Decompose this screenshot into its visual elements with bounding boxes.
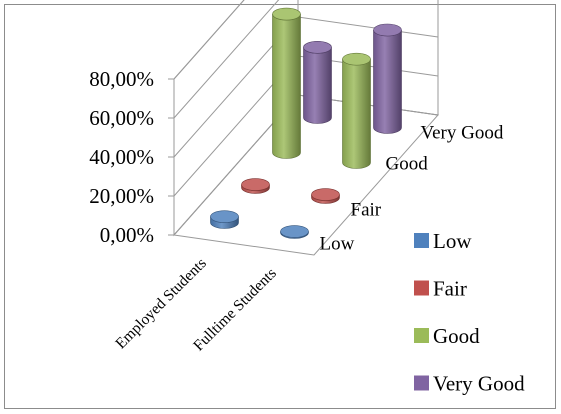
cylinder-top (373, 23, 402, 37)
cylinder-good-employed-students (272, 7, 301, 159)
cylinder-top (303, 40, 332, 54)
cylinder-body (373, 29, 402, 134)
depth-label-low: Low (320, 234, 355, 255)
legend-swatch (414, 233, 429, 248)
legend-item-good: Good (414, 324, 480, 348)
y-axis-tick-labels: 0,00% 20,00% 40,00% 60,00% 80,00% (89, 67, 154, 247)
cylinder-body (272, 13, 301, 159)
cylinder-low-employed-students (210, 210, 239, 229)
cylinder-body (342, 59, 371, 169)
gridline (173, 0, 280, 119)
legend-item-fair: Fair (414, 277, 467, 301)
legend-item-low: Low (414, 229, 472, 253)
gridline (173, 0, 245, 80)
cylinder-top (210, 210, 239, 223)
legend-item-very-good: Very Good (414, 372, 525, 396)
cylinder-fair-employed-students (241, 178, 270, 194)
legend-swatch (414, 280, 429, 296)
y-tick-label: 40,00% (89, 145, 154, 169)
y-tick-label: 0,00% (100, 223, 154, 247)
cylinder-fair-fulltime-students (311, 188, 340, 204)
depth-label-good: Good (386, 154, 429, 175)
cylinder-top (311, 188, 340, 201)
cylinder-top (280, 225, 309, 238)
depth-axis-labels: Low Fair Good Very Good (320, 123, 504, 255)
depth-label-very-good: Very Good (421, 123, 504, 144)
depth-label-fair: Fair (351, 200, 382, 221)
y-tick-label: 20,00% (89, 184, 154, 208)
y-tick-label: 60,00% (89, 106, 154, 130)
cylinder-top (272, 7, 301, 21)
legend-label: Fair (433, 277, 467, 301)
category-label-fulltime-students: Fulltime Students (190, 265, 280, 355)
cylinder-very-good-employed-students (303, 40, 332, 124)
cylinder-top (241, 178, 270, 191)
legend-swatch (414, 375, 429, 391)
data-cylinders (210, 7, 402, 239)
legend-swatch (414, 328, 429, 343)
y-tick-label: 80,00% (89, 67, 154, 91)
cylinder-very-good-fulltime-students (373, 23, 402, 134)
legend-label: Very Good (433, 372, 525, 396)
cylinder-low-fulltime-students (280, 225, 309, 239)
legend: Low Fair Good Very Good (414, 229, 525, 396)
cylinder-top (342, 52, 371, 66)
cylinder-good-fulltime-students (342, 52, 371, 169)
cylinder-body (303, 47, 332, 124)
legend-label: Low (433, 229, 472, 253)
legend-label: Good (433, 324, 480, 348)
